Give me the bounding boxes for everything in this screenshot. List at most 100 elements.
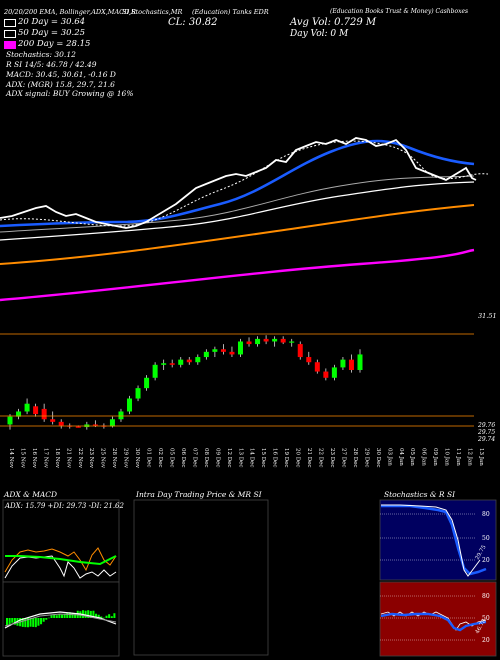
- day-volume: Day Vol: 0 M: [290, 29, 349, 39]
- price-label-2: 29.75: [477, 429, 495, 436]
- x-tick-label: 13 Dec: [237, 448, 243, 468]
- candle-body: [331, 367, 337, 378]
- candle-body: [16, 411, 22, 417]
- candle-body: [195, 357, 201, 363]
- candle-body: [127, 398, 133, 412]
- macd-bar: [74, 613, 77, 618]
- adx-signal: ADX signal: BUY Growing @ 16%: [6, 89, 134, 98]
- avg-volume: Avg Vol: 0.729 M: [290, 17, 377, 28]
- stoch-tick-50: 50: [482, 535, 490, 542]
- x-tick-label: 05 Jan: [409, 448, 415, 466]
- legend-label-20: 20 Day = 30.64: [18, 17, 86, 27]
- bollinger-lower: [0, 181, 475, 241]
- stoch-k-line: [381, 504, 487, 576]
- candle-body: [280, 338, 286, 343]
- macd-bar: [110, 616, 113, 618]
- macd-bar: [58, 614, 61, 618]
- macd-bar: [50, 615, 53, 618]
- macd-bar: [84, 610, 87, 618]
- x-tick-label: 29 Dec: [363, 448, 369, 468]
- candle-body: [263, 338, 269, 342]
- candle-body: [306, 357, 312, 363]
- macd-bar: [37, 618, 40, 626]
- macd-bar: [29, 618, 32, 627]
- candle-body: [323, 371, 329, 378]
- candle-body: [41, 408, 47, 420]
- macd-bar: [24, 618, 27, 628]
- macd-bar: [42, 618, 45, 622]
- macd-bar: [108, 614, 111, 618]
- x-axis-labels: 14 Nov 15 Nov 16 Nov 17 Nov 18 Nov 21 Nov 22 N…: [8, 448, 484, 469]
- macd-bar: [47, 617, 50, 619]
- candle-body: [109, 419, 115, 427]
- rsi-line: [380, 612, 487, 632]
- x-tick-label: 14 Dec: [249, 448, 255, 468]
- x-tick-label: 27 Dec: [340, 448, 346, 468]
- price-line: [0, 137, 477, 229]
- adx-panel: [2, 499, 120, 583]
- candle-body: [33, 406, 39, 415]
- rsi-thin-line: [380, 611, 487, 631]
- macd-bar: [63, 613, 66, 618]
- macd-signal-line: [4, 613, 117, 627]
- x-tick-label: 28 Nov: [111, 448, 117, 469]
- rsi-panel: [379, 581, 497, 657]
- macd-bar: [102, 617, 105, 619]
- macd-bar: [32, 618, 35, 627]
- candle-body: [314, 362, 320, 372]
- candle-body: [178, 359, 184, 365]
- x-tick-label: 17 Nov: [42, 448, 48, 469]
- candle-body: [229, 351, 235, 355]
- legend-label-200: 200 Day = 28.15: [18, 39, 91, 49]
- rsi-tick-80: 80: [482, 593, 490, 600]
- macd-bar: [34, 618, 37, 628]
- intraday-panel: [133, 499, 269, 656]
- x-tick-label: 20 Dec: [295, 448, 301, 468]
- adx-value: ADX: (MGR) 15.8, 29.7, 21.6: [6, 80, 115, 89]
- rsi-value: R SI 14/5: 46.78 / 42.49: [6, 60, 97, 69]
- macd-bar: [71, 612, 74, 618]
- x-tick-label: 29 Nov: [123, 448, 129, 469]
- stoch-tick-20: 20: [482, 557, 490, 564]
- x-tick-label: 11 Jan: [455, 448, 461, 466]
- x-tick-label: 01 Dec: [146, 448, 152, 468]
- ema-grey-line: [0, 175, 475, 233]
- macd-bar: [89, 610, 92, 618]
- x-tick-label: 08 Dec: [203, 448, 209, 468]
- x-tick-label: 28 Dec: [352, 448, 358, 468]
- x-tick-label: 16 Nov: [31, 448, 37, 469]
- x-tick-label: 30 Dec: [375, 448, 381, 468]
- candle-body: [186, 359, 192, 363]
- stoch-tick-80: 80: [482, 511, 490, 518]
- macd-bar: [21, 618, 24, 627]
- candle-body: [152, 364, 158, 378]
- candle-body: [212, 349, 218, 352]
- x-tick-label: 15 Dec: [260, 448, 266, 468]
- x-tick-label: 23 Nov: [88, 448, 94, 469]
- candle-body: [348, 359, 354, 370]
- macd-bar: [13, 618, 16, 625]
- candle-body: [220, 349, 226, 352]
- x-tick-label: 15 Nov: [19, 448, 25, 469]
- adx-line: [5, 555, 117, 566]
- stoch-panel-title: Stochastics & R SI: [384, 490, 456, 499]
- macd-bar: [6, 618, 9, 626]
- legend-swatch-200: [4, 41, 16, 49]
- x-tick-label: 23 Dec: [329, 448, 335, 468]
- x-tick-label: 12 Jan: [467, 448, 473, 466]
- stoch-panel: [379, 499, 497, 581]
- candle-body: [272, 338, 278, 342]
- x-tick-label: 22 Nov: [77, 448, 83, 469]
- x-tick-label: 06 Jan: [421, 448, 427, 466]
- candle-body: [7, 416, 13, 425]
- x-tick-label: 02 Dec: [157, 448, 163, 468]
- candle-body: [203, 351, 209, 358]
- legend-swatch-50: [4, 30, 16, 38]
- x-tick-label: 13 Jan: [478, 448, 484, 466]
- x-tick-label: 04 Jan: [398, 448, 404, 466]
- macd-bar: [40, 618, 43, 625]
- adx-panel-values: ADX: 15.79 +DI: 29.73 -DI: 21.62: [4, 502, 125, 510]
- x-tick-label: 18 Nov: [54, 448, 60, 469]
- macd-bar: [26, 618, 29, 628]
